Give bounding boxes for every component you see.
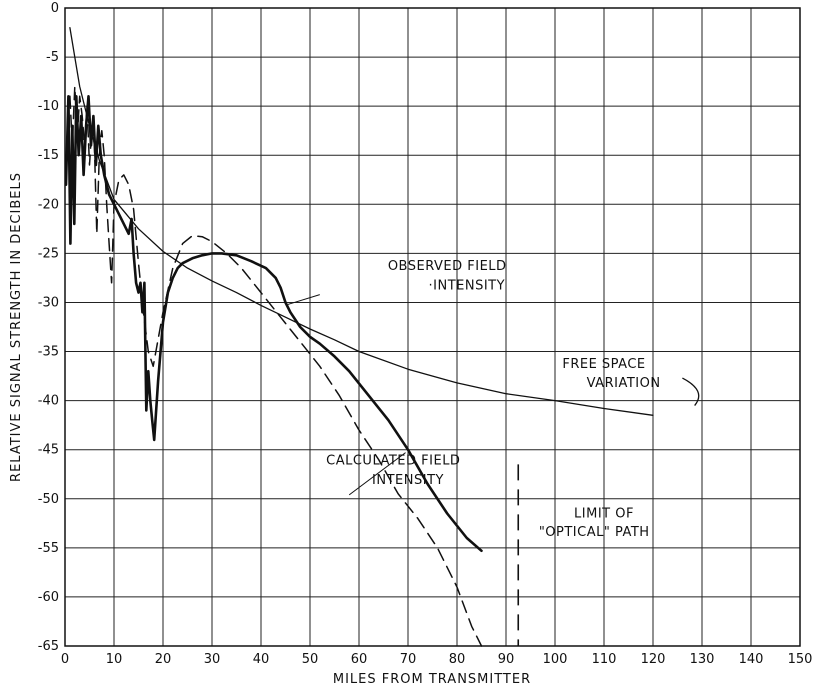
annotations: OBSERVED FIELD ·INTENSITY CALCULATED FIELD… [326,259,660,540]
y-tick-label: -30 [38,295,59,310]
x-tick-label: 20 [155,652,172,667]
annotation-label: OBSERVED FIELD [388,259,507,274]
grid [64,7,801,647]
x-tick-label: 80 [449,652,466,667]
y-tick-label: -25 [38,246,59,261]
x-tick-label: 100 [543,652,568,667]
y-tick-label: -15 [38,148,59,163]
annotation-label: FREE SPACE [562,357,645,372]
x-tick-label: 40 [253,652,270,667]
x-tick-label: 0 [61,652,69,667]
plot-frame [64,7,801,647]
x-tick-label: 60 [351,652,368,667]
tick-labels: 0 10 20 30 40 50 60 70 80 90 100 110 120 130 140 150 0 -5… [38,1,813,667]
x-axis-title: MILES FROM TRANSMITTER [333,672,531,687]
x-tick-label: 30 [204,652,221,667]
series [64,26,654,647]
y-tick-label: -55 [38,541,59,556]
x-tick-label: 70 [400,652,417,667]
y-tick-label: -45 [38,443,59,458]
y-tick-label: -20 [38,197,59,212]
x-tick-label: 110 [592,652,617,667]
x-tick-label: 50 [302,652,319,667]
x-tick-label: 150 [788,652,813,667]
annotation-label: VARIATION [587,376,661,391]
y-tick-label: -60 [38,590,59,605]
x-tick-label: 140 [739,652,764,667]
x-tick-label: 120 [641,652,666,667]
y-axis-title: RELATIVE SIGNAL STRENGTH IN DECIBELS [9,172,24,482]
leader-lines [287,294,700,496]
y-tick-label: -5 [46,50,59,65]
observed-leader-line [287,294,320,305]
y-tick-label: 0 [51,1,59,16]
annotation-label: CALCULATED FIELD [326,453,460,468]
series-line-observed-field-intensity [64,95,483,553]
y-tick-label: -65 [38,639,59,654]
x-tick-label: 90 [498,652,515,667]
calculated-leader-line [348,452,406,496]
y-tick-label: -10 [38,99,59,114]
y-tick-label: -40 [38,394,59,409]
series-line-free-space-variation [69,26,654,416]
series-line-calculated-field-intensity [69,85,483,647]
free-space-leader-line [682,377,700,406]
x-tick-label: 130 [690,652,715,667]
annotation-label: LIMIT OF [574,506,634,521]
y-tick-label: -50 [38,492,59,507]
annotation-label: ·INTENSITY [429,279,506,294]
y-tick-label: -35 [38,345,59,360]
x-tick-label: 10 [106,652,123,667]
annotation-label: "OPTICAL" PATH [539,525,650,540]
annotation-label: INTENSITY [372,473,444,488]
